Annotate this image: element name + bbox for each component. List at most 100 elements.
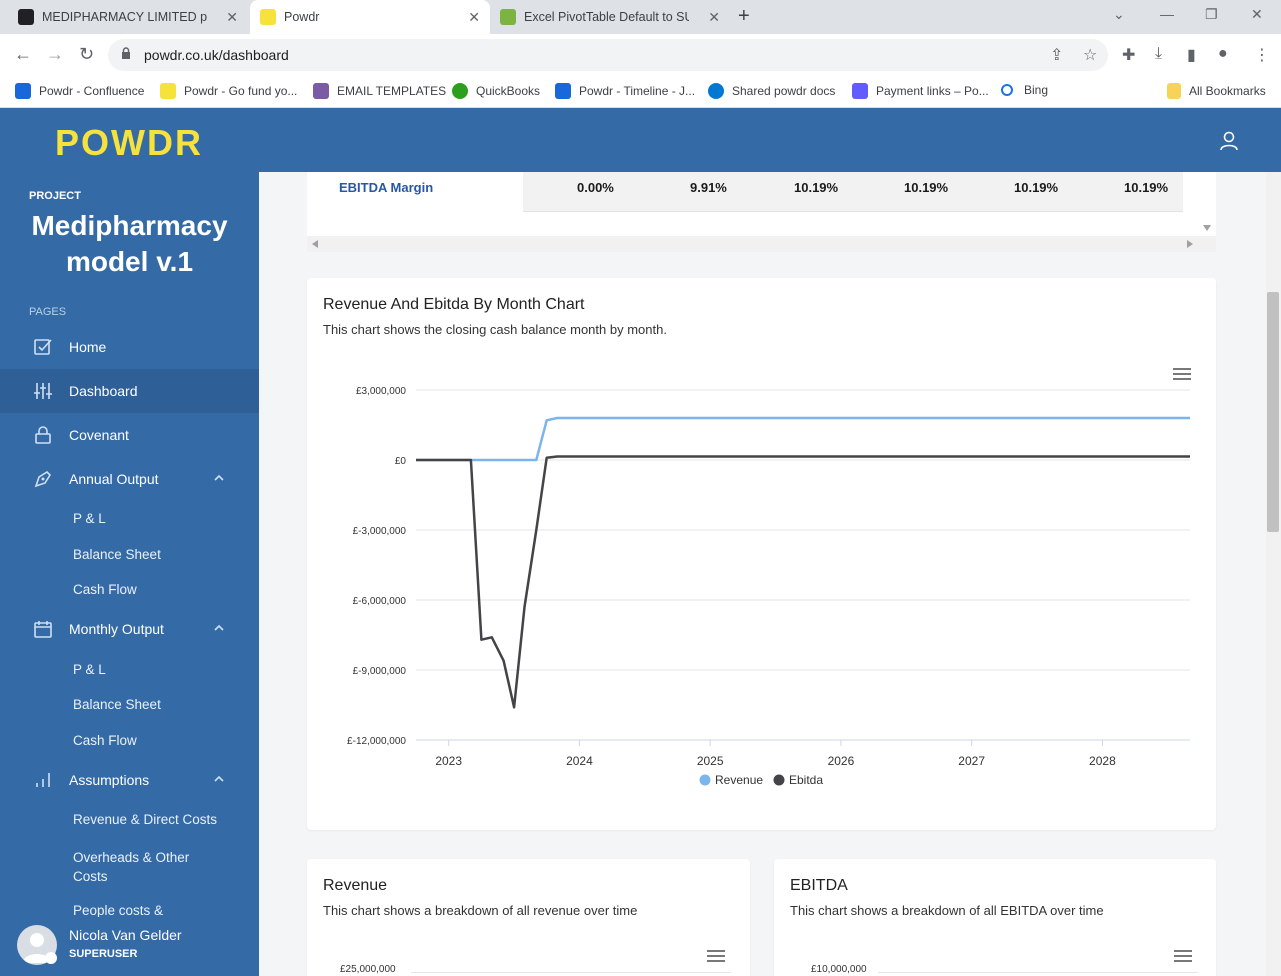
side-panel-icon[interactable]: ▮ xyxy=(1187,47,1196,64)
sidebar-item-dashboard[interactable]: Dashboard xyxy=(0,369,259,413)
annual-pl-link[interactable]: P & L xyxy=(73,511,106,526)
scroll-right-icon[interactable] xyxy=(1187,240,1193,248)
bookmark-quickbooks[interactable]: QuickBooks xyxy=(452,83,540,99)
browser-tab-medipharmacy[interactable]: MEDIPHARMACY LIMITED people ✕ xyxy=(8,0,248,34)
all-bookmarks[interactable]: All Bookmarks xyxy=(1167,83,1266,99)
x-tick-label: 2027 xyxy=(958,754,985,768)
back-icon[interactable]: ← xyxy=(14,44,32,64)
close-tab-icon[interactable]: ✕ xyxy=(226,9,238,25)
revenue-card-title: Revenue xyxy=(323,877,388,894)
address-bar[interactable]: powdr.co.uk/dashboard xyxy=(108,39,1108,71)
bookmark-label: Payment links – Po... xyxy=(876,84,989,98)
bookmarks-bar: Powdr - Confluence Powdr - Go fund yo...… xyxy=(0,77,1281,108)
sidebar-item-label: Covenant xyxy=(69,427,129,443)
bookmark-shared-docs[interactable]: Shared powdr docs xyxy=(708,83,835,99)
reload-icon[interactable]: ↻ xyxy=(79,44,95,64)
sidebar-item-monthly-output[interactable]: Monthly Output xyxy=(0,607,259,651)
project-label: PROJECT xyxy=(29,190,81,202)
chevron-up-icon[interactable] xyxy=(213,472,225,484)
extensions-icon[interactable]: ✚ xyxy=(1122,47,1136,64)
tab-title: Excel PivotTable Default to SUM xyxy=(524,10,689,24)
chevron-up-icon[interactable] xyxy=(213,773,225,785)
scroll-left-icon[interactable] xyxy=(312,240,318,248)
table-row: EBITDA Margin 0.00% 9.91% 10.19% 10.19% … xyxy=(323,172,1183,212)
quickbooks-icon xyxy=(452,83,468,99)
download-icon[interactable]: ⤓ xyxy=(1155,45,1163,62)
close-window-icon[interactable]: ✕ xyxy=(1251,6,1263,22)
x-tick-label: 2023 xyxy=(435,754,462,768)
sidebar-item-covenant[interactable]: Covenant xyxy=(0,413,259,457)
revenue-chart-menu-icon[interactable] xyxy=(707,949,725,963)
bookmark-label: Bing xyxy=(1024,83,1049,97)
sidebar-item-assumptions[interactable]: Assumptions xyxy=(0,758,259,802)
bookmark-label: EMAIL TEMPLATES xyxy=(337,84,447,98)
sidebar-item-annual-output[interactable]: Annual Output xyxy=(0,457,259,501)
restore-icon[interactable]: ❐ xyxy=(1205,6,1218,22)
table-cell: 10.19% xyxy=(794,180,839,195)
y-tick-label: £-9,000,000 xyxy=(353,666,407,677)
browser-tab-powdr[interactable]: Powdr ✕ xyxy=(250,0,490,34)
bookmark-label: Powdr - Timeline - J... xyxy=(579,84,696,98)
confluence-icon xyxy=(15,83,31,99)
share-icon[interactable]: ⇪ xyxy=(1050,47,1064,64)
page-scrollbar-thumb[interactable] xyxy=(1267,292,1279,532)
lock-icon xyxy=(35,426,51,444)
checkbox-icon xyxy=(34,339,52,355)
browser-tab-excel[interactable]: Excel PivotTable Default to SUM ✕ xyxy=(490,0,730,34)
legend-label-revenue: Revenue xyxy=(715,773,763,787)
tab-title: Powdr xyxy=(284,10,320,24)
bookmark-timeline[interactable]: Powdr - Timeline - J... xyxy=(555,83,695,99)
x-tick-label: 2026 xyxy=(828,754,855,768)
series-line-revenue xyxy=(416,416,1190,462)
minimize-icon[interactable]: — xyxy=(1160,6,1174,22)
chart-menu-icon[interactable] xyxy=(1173,367,1191,381)
ebitda-chart-menu-icon[interactable] xyxy=(1174,949,1192,963)
chevron-up-icon[interactable] xyxy=(213,622,225,634)
menu-kebab-icon[interactable]: ⋮ xyxy=(1254,47,1270,64)
sidebar-item-label: Home xyxy=(69,339,107,355)
people-costs-link[interactable]: People costs & xyxy=(73,903,164,918)
table-cell: 10.19% xyxy=(1014,180,1059,195)
revenue-direct-costs-link[interactable]: Revenue & Direct Costs xyxy=(73,812,218,827)
powdr-logo[interactable]: POWDR xyxy=(55,122,203,163)
monthly-balance-sheet-link[interactable]: Balance Sheet xyxy=(73,697,161,712)
close-tab-icon[interactable]: ✕ xyxy=(468,9,480,25)
bookmark-label: QuickBooks xyxy=(476,84,541,98)
tab-title: MEDIPHARMACY LIMITED people xyxy=(42,10,207,24)
bookmark-confluence[interactable]: Powdr - Confluence xyxy=(15,83,144,99)
excel-favicon-icon xyxy=(500,9,516,25)
new-tab-icon[interactable]: + xyxy=(738,5,750,27)
user-account-icon[interactable] xyxy=(1218,130,1240,152)
bookmark-go-fund[interactable]: Powdr - Go fund yo... xyxy=(160,83,297,99)
chart-subtitle: This chart shows the closing cash balanc… xyxy=(323,322,667,337)
table-horizontal-scrollbar[interactable] xyxy=(307,236,1216,252)
project-name: Medipharmacy model v.1 xyxy=(31,210,228,277)
sidebar-item-label: Assumptions xyxy=(69,772,150,788)
annual-cash-flow-link[interactable]: Cash Flow xyxy=(73,582,137,597)
overheads-other-costs-link[interactable]: Overheads & Other Costs xyxy=(73,850,190,884)
bookmark-email-templates[interactable]: EMAIL TEMPLATES xyxy=(313,83,446,99)
jira-icon xyxy=(555,83,571,99)
close-tab-icon[interactable]: ✕ xyxy=(708,9,720,25)
legend-marker-ebitda xyxy=(773,774,785,786)
monthly-pl-link[interactable]: P & L xyxy=(73,662,106,677)
bookmark-payment-links[interactable]: Payment links – Po... xyxy=(852,83,989,99)
scroll-down-icon[interactable] xyxy=(1203,225,1211,231)
monthly-cash-flow-link[interactable]: Cash Flow xyxy=(73,733,137,748)
tab-search-icon[interactable]: ⌄ xyxy=(1113,6,1125,22)
forward-icon[interactable]: → xyxy=(46,44,64,64)
lock-icon xyxy=(122,47,130,59)
revenue-gridline xyxy=(411,972,731,973)
line-chart: £3,000,000 £0 £-3,000,000 £-6,000,000 £-9,00… xyxy=(347,386,1190,787)
user-panel[interactable]: Nicola Van Gelder SUPERUSER xyxy=(0,917,259,976)
annual-balance-sheet-link[interactable]: Balance Sheet xyxy=(73,547,161,562)
main-content: EBITDA Margin 0.00% 9.91% 10.19% 10.19% … xyxy=(259,172,1266,976)
bookmark-label: All Bookmarks xyxy=(1189,84,1266,98)
profile-icon[interactable]: ● xyxy=(1218,45,1228,62)
revenue-chart-card: Revenue This chart shows a breakdown of … xyxy=(307,859,750,976)
bookmark-star-icon[interactable]: ☆ xyxy=(1083,47,1098,64)
bookmark-bing[interactable]: Bing xyxy=(1001,83,1048,97)
sidebar-item-home[interactable]: Home xyxy=(0,325,259,369)
bar-chart-icon xyxy=(36,773,50,787)
ebitda-margin-label[interactable]: EBITDA Margin xyxy=(323,172,523,212)
